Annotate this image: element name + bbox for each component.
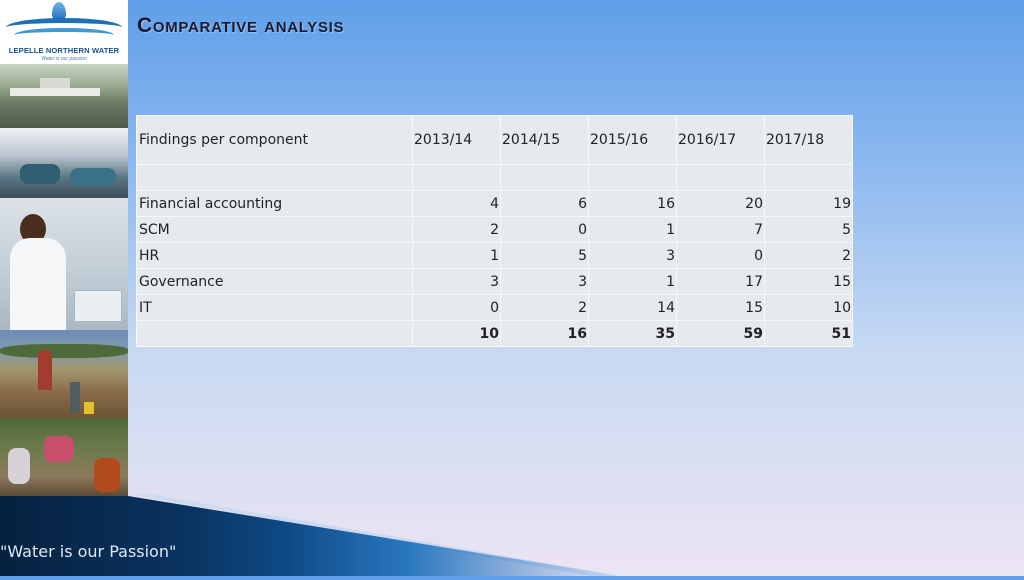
table-total-row: 10 16 35 59 51 (136, 320, 853, 347)
cell-value: 0 (412, 294, 501, 321)
row-label: HR (136, 242, 413, 269)
cell-value: 5 (500, 242, 589, 269)
cell-value: 1 (412, 242, 501, 269)
community-meeting-photo (0, 418, 128, 496)
row-label: Financial accounting (136, 190, 413, 217)
wave-icon (6, 18, 122, 37)
table-row: IT 0 2 14 15 10 (136, 294, 853, 321)
findings-table: Findings per component 2013/14 2014/15 2… (136, 115, 853, 347)
left-photo-strip: LEPELLE NORTHERN WATER Water is our pass… (0, 0, 128, 496)
header-year: 2016/17 (676, 115, 765, 165)
cell-value: 10 (764, 294, 853, 321)
table-row: Governance 3 3 1 17 15 (136, 268, 853, 295)
cell-value: 3 (500, 268, 589, 295)
cell-value: 15 (676, 294, 765, 321)
table-header-row: Findings per component 2013/14 2014/15 2… (136, 115, 853, 165)
cell-value: 2 (500, 294, 589, 321)
total-value: 16 (500, 320, 589, 347)
header-year: 2013/14 (412, 115, 501, 165)
cell-value: 4 (412, 190, 501, 217)
dam-photo (0, 64, 128, 128)
logo-slogan: Water is our passion (41, 56, 87, 62)
header-year: 2014/15 (500, 115, 589, 165)
cell-value: 1 (588, 268, 677, 295)
cell-value: 5 (764, 216, 853, 243)
total-value: 35 (588, 320, 677, 347)
cell-value: 3 (412, 268, 501, 295)
cell-value: 19 (764, 190, 853, 217)
cell-value: 0 (676, 242, 765, 269)
header-year: 2015/16 (588, 115, 677, 165)
lab-technician-photo (0, 198, 128, 330)
cell-value: 14 (588, 294, 677, 321)
cell-value: 3 (588, 242, 677, 269)
village-water-pump-photo (0, 330, 128, 418)
total-value: 59 (676, 320, 765, 347)
table-spacer-row (136, 164, 853, 191)
cell-value: 7 (676, 216, 765, 243)
cell-value: 2 (412, 216, 501, 243)
total-label (136, 320, 413, 347)
slide-title: Comparative analysis (137, 14, 345, 37)
row-label: IT (136, 294, 413, 321)
wave-icon-secondary (14, 28, 114, 42)
row-label: Governance (136, 268, 413, 295)
water-drop-icon (52, 2, 66, 22)
cell-value: 16 (588, 190, 677, 217)
total-value: 10 (412, 320, 501, 347)
cell-value: 6 (500, 190, 589, 217)
company-logo: LEPELLE NORTHERN WATER Water is our pass… (0, 0, 128, 64)
logo-name: LEPELLE NORTHERN WATER (8, 46, 120, 55)
cell-value: 20 (676, 190, 765, 217)
header-year: 2017/18 (764, 115, 853, 165)
cell-value: 0 (500, 216, 589, 243)
pump-station-photo (0, 128, 128, 198)
cell-value: 2 (764, 242, 853, 269)
footer-tagline: "Water is our Passion" (0, 542, 177, 561)
footer-band (0, 496, 620, 576)
cell-value: 15 (764, 268, 853, 295)
cell-value: 17 (676, 268, 765, 295)
table-row: Financial accounting 4 6 16 20 19 (136, 190, 853, 217)
table-row: SCM 2 0 1 7 5 (136, 216, 853, 243)
row-label: SCM (136, 216, 413, 243)
header-label: Findings per component (136, 115, 413, 165)
table-row: HR 1 5 3 0 2 (136, 242, 853, 269)
cell-value: 1 (588, 216, 677, 243)
total-value: 51 (764, 320, 853, 347)
